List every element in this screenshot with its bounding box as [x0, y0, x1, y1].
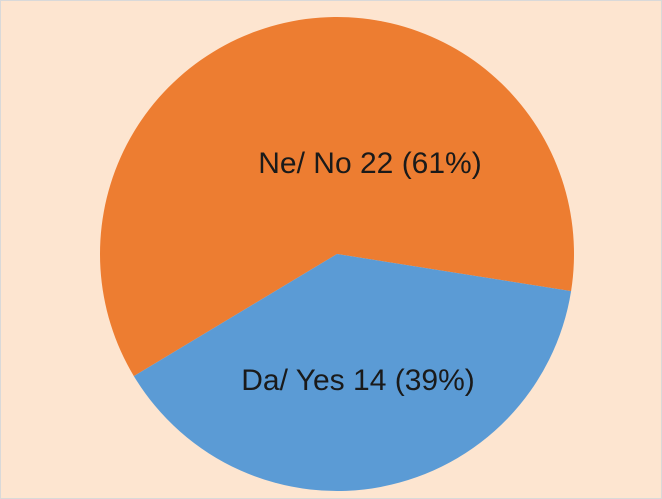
value-label: 14 (39%): [353, 364, 475, 397]
pie-slice: [99, 16, 575, 377]
value-label: 22 (61%): [360, 147, 482, 180]
data-label: Da/ Yes 14 (39%): [241, 364, 475, 397]
data-label: Ne/ No 22 (61%): [258, 147, 481, 180]
pie-slice: [133, 254, 572, 491]
category-label: Da/ Yes: [241, 364, 344, 397]
category-label: Ne/ No: [258, 147, 351, 180]
